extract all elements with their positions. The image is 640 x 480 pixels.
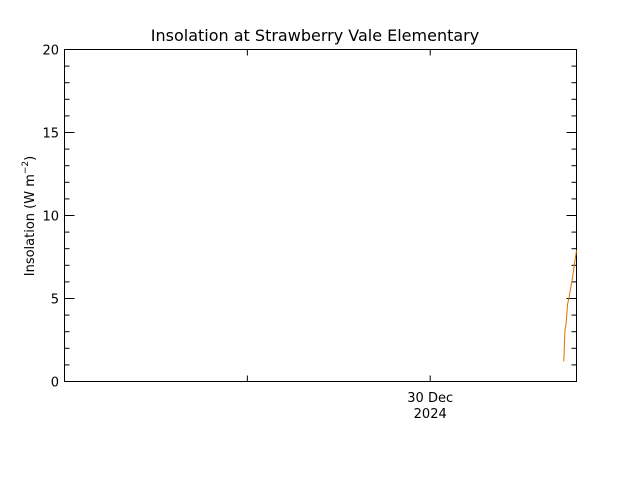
insolation-series-line xyxy=(563,250,577,362)
y-axis-label-close: ) xyxy=(23,156,38,161)
x-axis xyxy=(246,49,431,382)
y-axis-label-sup: −2 xyxy=(21,161,31,174)
x-tick-label-year: 2024 xyxy=(414,407,447,422)
y-axis-label-main: Insolation (W m xyxy=(23,174,38,276)
x-tick-label-day: 30 Dec xyxy=(407,391,453,406)
y-tick-label: 15 xyxy=(42,127,59,142)
y-tick-label: 10 xyxy=(42,210,59,225)
y-tick-label: 20 xyxy=(42,44,59,59)
chart-title: Insolation at Strawberry Vale Elementary xyxy=(151,26,479,45)
series-layer xyxy=(563,250,577,362)
y-axis: 0 5 10 15 20 xyxy=(42,44,577,391)
y-axis-label: Insolation (W m−2) xyxy=(21,156,38,277)
y-tick-label: 0 xyxy=(51,376,59,391)
plot-frame xyxy=(64,49,577,382)
y-tick-label: 5 xyxy=(51,293,59,308)
